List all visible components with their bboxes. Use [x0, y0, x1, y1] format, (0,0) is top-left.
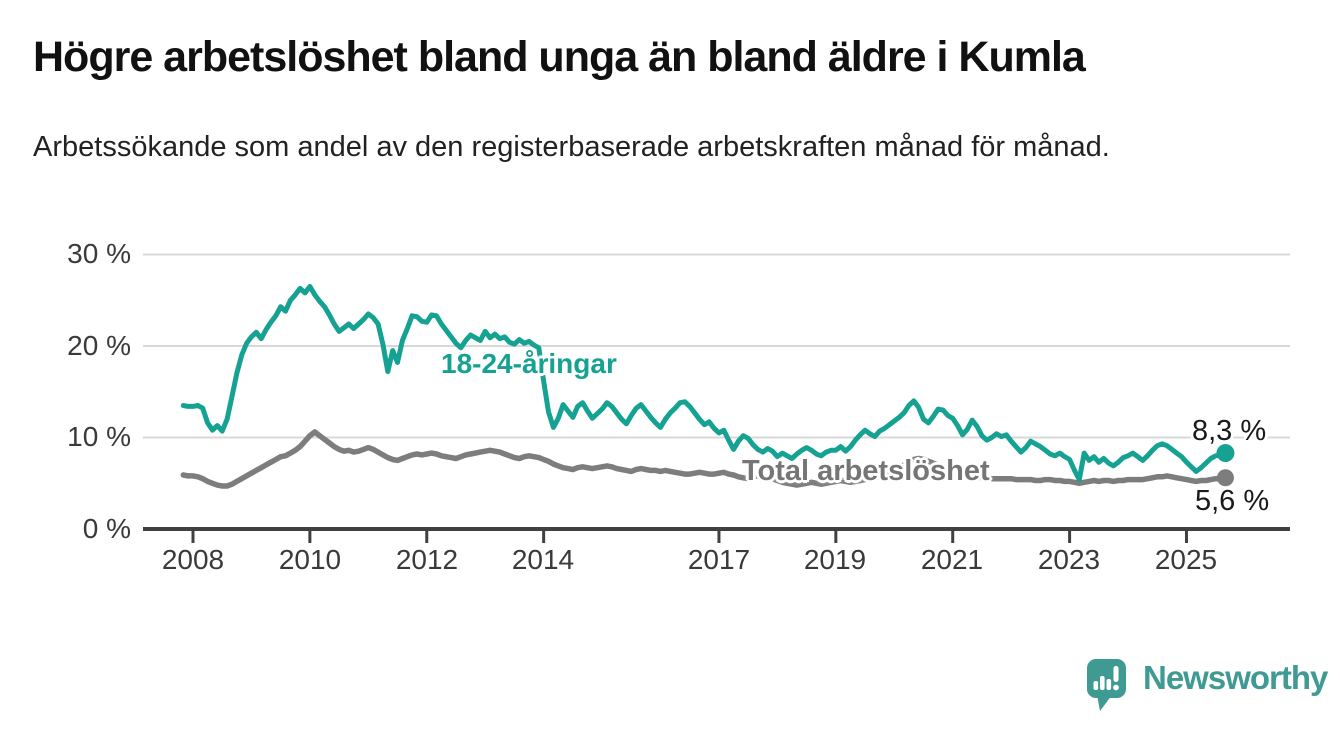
y-axis-label-20: 20 % — [67, 330, 131, 361]
x-axis-label-2014: 2014 — [511, 544, 575, 575]
series-label-youth: 18-24-åringar — [441, 348, 617, 379]
end-dot-youth — [1216, 444, 1235, 463]
x-axis-label-2023: 2023 — [1037, 544, 1101, 575]
page-title: Högre arbetslöshet bland unga än bland ä… — [33, 33, 1086, 81]
y-axis-label-30: 30 % — [67, 238, 131, 269]
series-line-total — [180, 429, 1229, 489]
speech-bubble-bar-chart-icon — [1087, 659, 1126, 711]
end-value-label-youth: 8,3 % — [1192, 415, 1267, 447]
y-axis-label-10: 10 % — [67, 421, 131, 452]
series-line-youth — [180, 284, 1228, 483]
newsworthy-logo[interactable]: Newsworthy — [1086, 658, 1328, 714]
series-label-total: Total arbetslöshet — [742, 455, 990, 487]
page-subtitle: Arbetssökande som andel av den registerb… — [33, 131, 1110, 163]
end-value-label-total: 5,6 % — [1195, 485, 1270, 517]
end-dot-total — [1216, 469, 1234, 487]
x-axis-label-2010: 2010 — [278, 544, 342, 575]
x-axis-label-2021: 2021 — [920, 544, 984, 575]
y-axis-label-0: 0 % — [82, 513, 131, 544]
x-axis-label-2025: 2025 — [1154, 544, 1218, 575]
newsworthy-logo-text: Newsworthy — [1143, 659, 1328, 696]
x-axis-label-2012: 2012 — [395, 544, 459, 575]
x-axis-label-2008: 2008 — [161, 544, 225, 575]
x-axis-label-2017: 2017 — [687, 544, 751, 575]
x-axis-label-2019: 2019 — [803, 544, 867, 575]
